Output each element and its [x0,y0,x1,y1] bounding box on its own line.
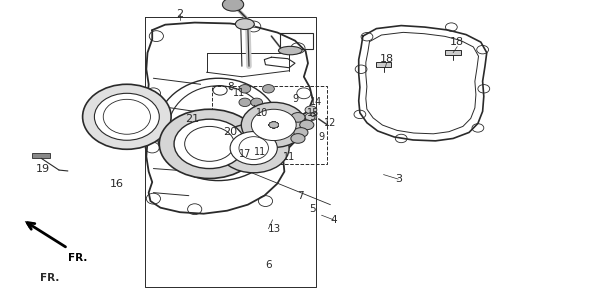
Text: 9: 9 [310,112,316,123]
Ellipse shape [269,122,278,128]
Ellipse shape [269,122,278,128]
Ellipse shape [269,122,278,128]
Ellipse shape [291,134,305,143]
Text: 15: 15 [307,108,319,118]
Text: 14: 14 [310,97,322,107]
Ellipse shape [269,122,278,128]
Ellipse shape [94,93,159,140]
Ellipse shape [222,0,244,11]
Ellipse shape [218,123,289,173]
Ellipse shape [291,113,305,122]
Text: 7: 7 [297,191,304,201]
Ellipse shape [269,122,278,128]
Text: 17: 17 [239,148,251,159]
Text: 21: 21 [185,114,199,124]
Text: FR.: FR. [68,253,87,263]
Ellipse shape [269,122,278,128]
Ellipse shape [305,106,317,114]
Ellipse shape [83,84,171,149]
Ellipse shape [239,98,251,107]
Text: 18: 18 [450,37,464,47]
Text: 5: 5 [309,204,316,214]
Ellipse shape [269,122,278,128]
Text: 9: 9 [319,132,324,142]
Text: 18: 18 [379,54,394,64]
Ellipse shape [278,46,302,55]
Text: 19: 19 [35,163,50,174]
Ellipse shape [263,85,274,93]
Text: 2: 2 [176,8,183,19]
Ellipse shape [269,122,278,128]
FancyArrowPatch shape [25,221,65,247]
Ellipse shape [294,128,308,137]
Ellipse shape [305,113,317,121]
Ellipse shape [269,122,278,128]
Text: 11: 11 [254,147,266,157]
Ellipse shape [159,109,260,178]
Ellipse shape [269,122,278,128]
Ellipse shape [241,102,306,147]
Bar [445,50,461,55]
Text: 8: 8 [227,82,234,92]
Text: 11: 11 [283,151,295,162]
Ellipse shape [300,120,314,130]
Ellipse shape [239,85,251,93]
Ellipse shape [269,122,278,128]
Text: 16: 16 [110,178,124,189]
Ellipse shape [251,109,296,141]
Bar [280,33,313,49]
Bar [32,153,50,158]
Text: 6: 6 [265,260,272,270]
Ellipse shape [269,122,278,128]
Text: FR.: FR. [41,273,60,284]
Text: 20: 20 [223,127,237,138]
Text: 13: 13 [268,224,281,234]
Text: 9: 9 [292,94,298,104]
Text: 3: 3 [395,174,402,184]
Ellipse shape [269,122,278,128]
Ellipse shape [235,19,254,29]
Ellipse shape [174,119,245,169]
Ellipse shape [269,122,278,128]
Text: 4: 4 [330,215,337,225]
Ellipse shape [269,122,278,128]
Ellipse shape [269,122,278,128]
Text: 10: 10 [257,108,268,118]
Text: 11: 11 [233,88,245,98]
Text: 12: 12 [324,118,336,129]
Bar [376,62,391,67]
Ellipse shape [251,98,263,107]
Ellipse shape [230,132,277,165]
